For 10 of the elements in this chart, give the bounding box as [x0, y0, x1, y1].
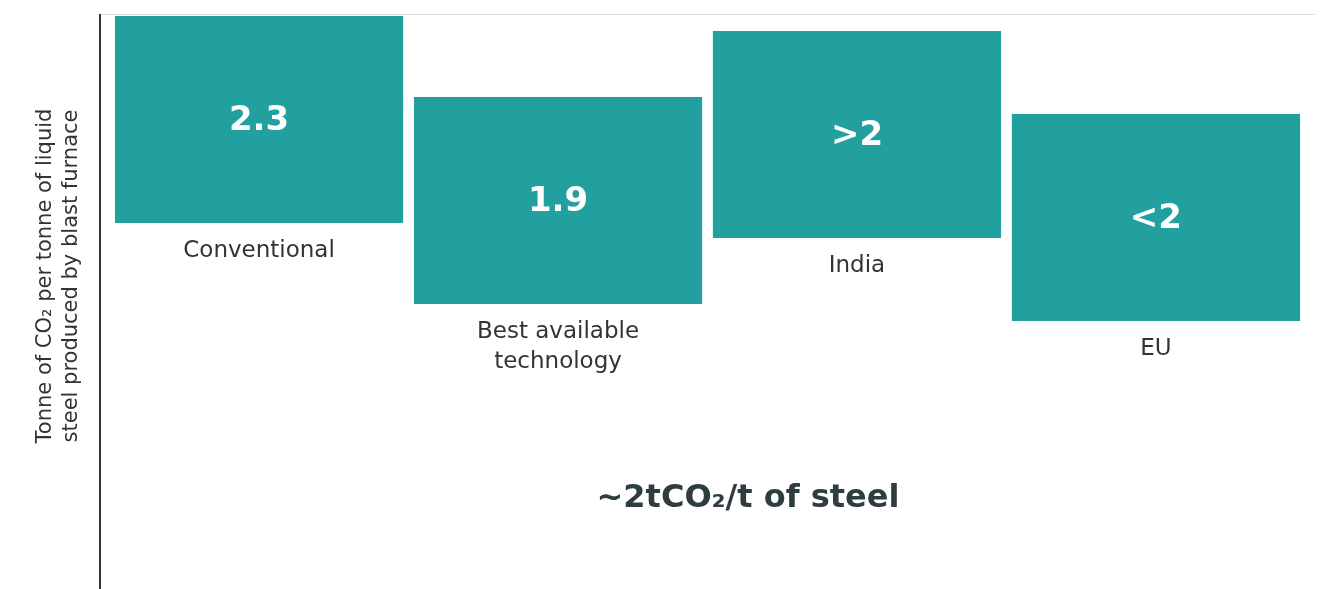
- data-label: >2: [830, 112, 884, 153]
- data-label: 1.9: [527, 178, 589, 219]
- category-label: Best available technology: [476, 317, 640, 373]
- text: ~2tCO₂/t of steel: [596, 477, 900, 515]
- category-label: Conventional: [183, 236, 335, 262]
- data-label: 2.3: [228, 97, 290, 138]
- category-label: EU: [1140, 334, 1172, 360]
- category-label: India: [828, 251, 886, 277]
- data-label: <2: [1129, 195, 1183, 236]
- text: Tonne of CO₂ per tonne of liquid steel produced by blast furnace: [32, 108, 82, 445]
